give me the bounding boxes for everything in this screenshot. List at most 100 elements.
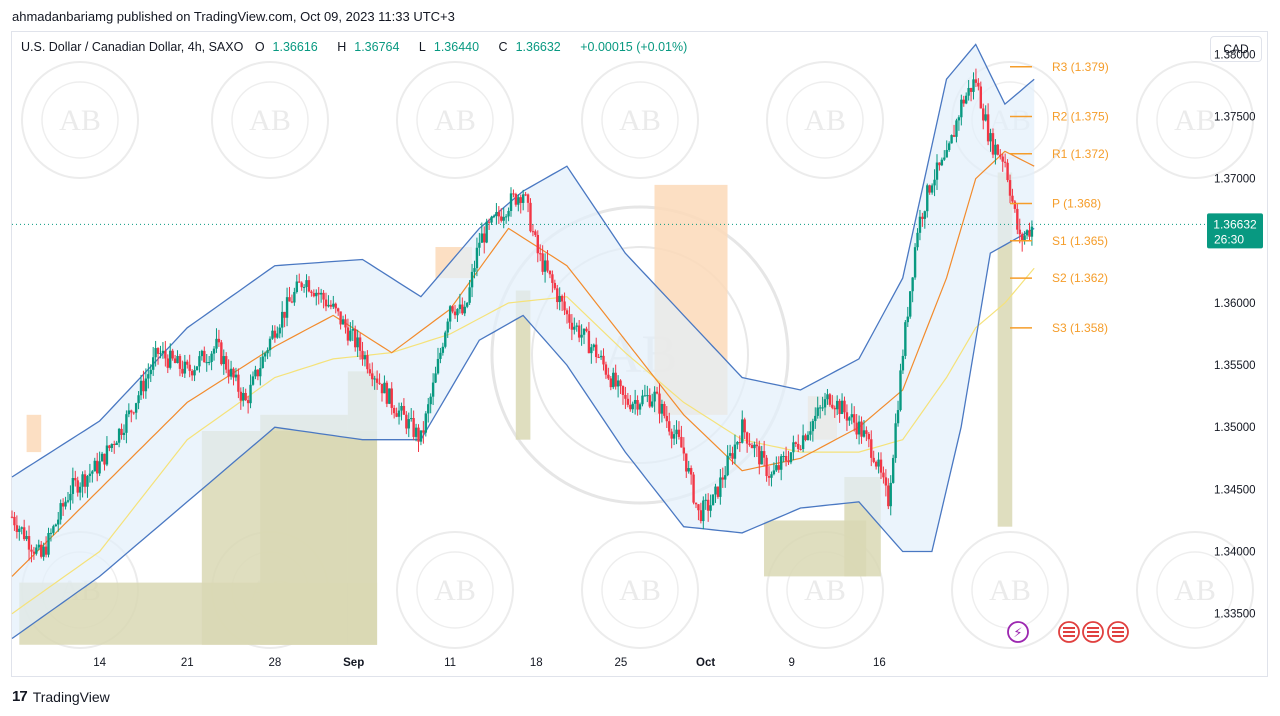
candle-body (641, 395, 644, 405)
candle-body (826, 394, 829, 400)
candle-body (324, 299, 328, 307)
candle-body (414, 427, 418, 437)
candle-body (173, 358, 177, 364)
candle-body (762, 451, 766, 458)
candle-body (293, 291, 296, 303)
candle-body (743, 419, 746, 433)
y-tick-label: 1.37000 (1214, 174, 1256, 186)
watermark-text: AB (1174, 574, 1216, 607)
candle-body (98, 461, 101, 474)
candle-body (115, 442, 118, 446)
demand-zone (997, 172, 1013, 527)
candle-body (57, 519, 60, 525)
candle-body (984, 114, 987, 121)
candle-body (278, 327, 281, 334)
candle-body (748, 443, 751, 446)
candle-body (317, 292, 320, 295)
candle-body (969, 87, 973, 92)
watermark-seal (396, 61, 514, 179)
watermark-seal-inner (601, 551, 679, 629)
candle-body (475, 247, 479, 269)
candle-body (186, 361, 189, 365)
candle-body (122, 432, 126, 435)
candle-body (979, 86, 983, 109)
y-tick-label: 1.35000 (1214, 422, 1256, 434)
candle-body (595, 344, 598, 358)
candle-body (222, 356, 225, 365)
candle-body (770, 474, 773, 478)
candle-body (254, 369, 257, 377)
candle-body (147, 374, 150, 379)
candle-body (930, 185, 934, 193)
candle-body (480, 233, 483, 243)
candle-body (816, 407, 819, 416)
candle-body (354, 329, 357, 348)
tradingview-logo[interactable]: 17 TradingView (12, 688, 110, 705)
candle-body (183, 361, 187, 374)
candle-body (952, 135, 956, 137)
currency-button[interactable]: CAD (1210, 36, 1262, 62)
candle-body (495, 212, 498, 217)
candle-body (1001, 156, 1004, 162)
candle-body (366, 355, 369, 370)
candle-body (375, 378, 379, 383)
watermark-seal (581, 531, 699, 649)
candle-body (845, 412, 849, 421)
candle-body (926, 185, 929, 212)
candle-body (777, 465, 780, 470)
candle-body (453, 311, 457, 316)
x-tick-label: 14 (93, 657, 106, 669)
candle-body (529, 202, 532, 232)
candle-body (558, 295, 561, 303)
candle-body (276, 333, 279, 338)
candle-body (889, 482, 892, 507)
candle-body (195, 366, 199, 371)
candle-body (853, 414, 856, 423)
candle-body (315, 292, 318, 297)
candle-body (344, 319, 347, 328)
candle-body (27, 536, 31, 550)
current-price-value: 1.36632 (1213, 217, 1257, 231)
candle-body (850, 414, 853, 418)
candle-body (551, 274, 554, 283)
watermark-seal-inner (416, 551, 494, 629)
candle-body (675, 429, 678, 435)
candle-body (726, 455, 729, 476)
candle-body (327, 304, 330, 307)
candle-body (485, 221, 488, 243)
candle-body (682, 447, 686, 454)
candle-body (470, 271, 474, 288)
candle-body (290, 301, 294, 303)
candle-body (891, 458, 895, 483)
candle-body (753, 444, 756, 449)
symbol-name[interactable]: U.S. Dollar / Canadian Dollar, 4h, SAXO (21, 40, 244, 54)
us-flag-stripe (1063, 631, 1075, 633)
watermark-seal (396, 531, 514, 649)
candle-body (341, 319, 345, 325)
candle-body (451, 306, 454, 312)
candle-body (351, 329, 354, 331)
candle-body (424, 413, 428, 433)
candle-body (249, 384, 252, 404)
candle-body (582, 328, 586, 335)
candle-body (867, 433, 871, 440)
candle-body (731, 453, 734, 459)
pivot-label: R3 (1.379) (1052, 60, 1109, 74)
watermark-seal-inner (416, 81, 494, 159)
candle-body (741, 419, 744, 443)
candle-body (823, 399, 827, 408)
watermark-text: AB (1174, 104, 1216, 137)
candle-body (597, 357, 600, 359)
candle-body (758, 446, 761, 465)
candle-body (855, 422, 858, 435)
watermark-seal-inner (1156, 551, 1234, 629)
candle-body (699, 510, 703, 522)
candle-body (653, 391, 656, 402)
candle-body (894, 423, 897, 459)
us-flag-stripe (1112, 631, 1124, 633)
us-flag-stripe (1112, 627, 1124, 629)
candle-body (896, 410, 900, 424)
candle-body (624, 394, 627, 399)
x-tick-label: 18 (530, 657, 543, 669)
